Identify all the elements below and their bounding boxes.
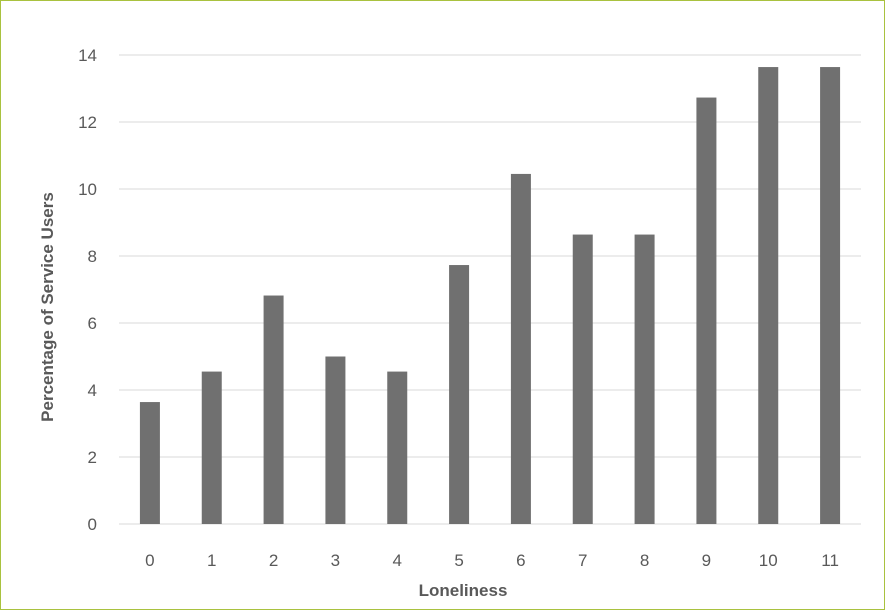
y-axis-title: Percentage of Service Users (38, 192, 57, 422)
bar-3 (325, 356, 346, 524)
bar-10 (758, 67, 779, 524)
bar-9 (696, 97, 717, 525)
bar-8 (634, 234, 655, 524)
bar-4 (387, 371, 408, 524)
x-tick-label: 7 (578, 551, 587, 570)
x-axis-title: Loneliness (419, 581, 508, 600)
gridlines (119, 54, 861, 525)
bar-2 (263, 295, 284, 524)
bars (139, 67, 841, 525)
x-axis-ticks: 0 1 2 3 4 5 6 7 8 9 10 11 (145, 551, 839, 570)
x-tick-label: 0 (145, 551, 154, 570)
x-tick-label: 11 (821, 551, 839, 570)
x-tick-label: 9 (702, 551, 711, 570)
x-tick-label: 2 (269, 551, 278, 570)
y-tick-label: 0 (88, 515, 97, 534)
y-tick-label: 8 (88, 247, 97, 266)
y-tick-label: 4 (88, 381, 97, 400)
bar-7 (572, 234, 593, 524)
x-tick-label: 1 (207, 551, 216, 570)
x-tick-label: 8 (640, 551, 649, 570)
x-tick-label: 3 (331, 551, 340, 570)
y-tick-label: 6 (88, 314, 97, 333)
bar-11 (820, 67, 841, 524)
bar-1 (201, 371, 222, 524)
x-tick-label: 4 (393, 551, 402, 570)
y-tick-label: 10 (78, 180, 97, 199)
y-tick-label: 2 (88, 448, 97, 467)
y-tick-label: 14 (78, 46, 97, 65)
y-axis-ticks: 0 2 4 6 8 10 12 14 (78, 46, 97, 534)
x-tick-label: 5 (454, 551, 463, 570)
bar-0 (139, 402, 160, 524)
x-tick-label: 10 (759, 551, 778, 570)
y-tick-label: 12 (78, 113, 97, 132)
bar-5 (449, 265, 470, 524)
x-tick-label: 6 (516, 551, 525, 570)
bar-6 (510, 173, 531, 525)
